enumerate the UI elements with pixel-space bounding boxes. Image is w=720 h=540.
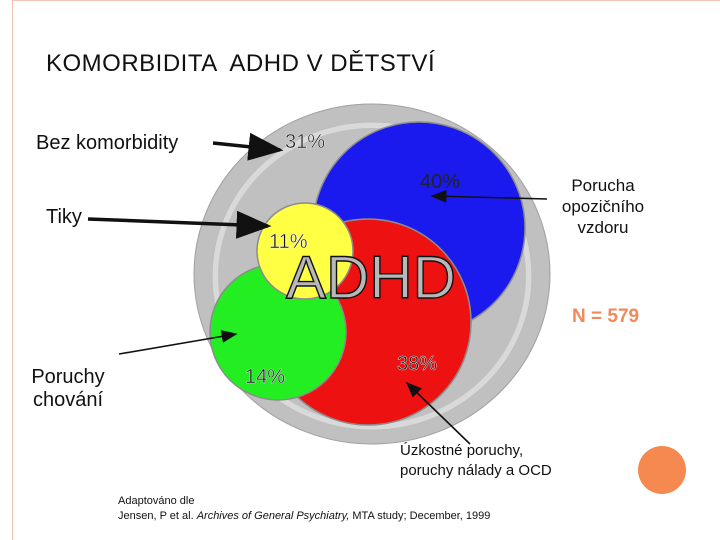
credit-journal: Archives of General Psychiatry,: [196, 510, 350, 522]
pct-conduct: 14%: [245, 366, 285, 388]
tics-circle: [256, 202, 354, 300]
credit-authors: Jensen, P et al.: [118, 510, 197, 522]
label-anxiety-line2: poruchy nálady a OCD: [400, 462, 552, 479]
credit-line1: Adaptováno dle: [118, 495, 195, 507]
pct-no-comorbidity: 31%: [285, 131, 325, 153]
label-odd: Porucha opozičního vzdoru: [548, 175, 658, 238]
adhd-label: ADHD: [286, 244, 456, 311]
label-odd-line2: opozičního: [561, 197, 645, 216]
slide-title: KOMORBIDITA ADHD V DĚTSTVÍ: [46, 50, 436, 77]
label-no-comorbidity: Bez komorbidity: [36, 132, 179, 154]
source-credit: Adaptováno dle Jensen, P et al. Archives…: [118, 494, 490, 524]
decorative-orange-dot: [638, 446, 686, 494]
label-conduct-line1: Poruchy: [31, 366, 105, 388]
arrow-tics: [87, 210, 272, 239]
credit-line2: Jensen, P et al. Archives of General Psy…: [118, 509, 490, 524]
credit-study: MTA study; December, 1999: [349, 510, 491, 522]
frame-left-line: [12, 0, 13, 540]
arrow-conduct: [118, 330, 238, 355]
label-odd-line3: vzdoru: [577, 218, 629, 237]
label-odd-line1: Porucha: [571, 176, 635, 195]
arrow-odd: [430, 189, 548, 203]
label-conduct-line2: chování: [32, 389, 104, 411]
pct-odd: 40%: [420, 171, 460, 193]
pct-tics: 11%: [269, 231, 308, 253]
frame-top-line: [12, 0, 720, 1]
label-tics: Tiky: [46, 206, 82, 228]
label-anxiety: Úzkostné poruchy, poruchy nálady a OCD: [400, 441, 552, 481]
arrow-no-comorbidity: [212, 132, 284, 161]
sample-size-label: N = 579: [572, 306, 640, 327]
label-anxiety-line1: Úzkostné poruchy,: [400, 442, 524, 459]
arrow-anxiety: [405, 381, 471, 445]
label-conduct: Poruchy chování: [18, 366, 118, 412]
pct-anxiety: 38%: [397, 353, 437, 375]
